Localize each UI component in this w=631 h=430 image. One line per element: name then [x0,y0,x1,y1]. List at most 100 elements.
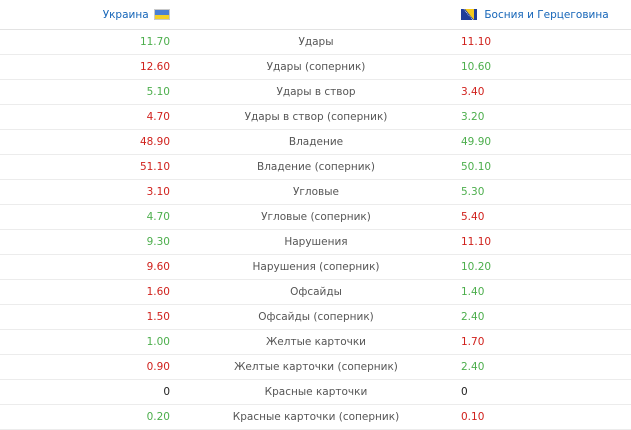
stat-label: Красные карточки (соперник) [232,411,400,423]
home-stat-value: 4.70 [146,111,170,123]
away-stat-value: 10.60 [461,61,492,73]
stat-row: 0.20 Красные карточки (соперник) 0.10 [0,404,631,430]
away-value-cell: 2.40 [459,304,631,330]
stat-label-cell: Нарушения [173,229,459,255]
home-value-cell: 0.90 [0,354,173,380]
stat-label: Желтые карточки [265,336,367,348]
home-value-cell: 3.10 [0,179,173,205]
home-stat-value: 0 [163,386,170,398]
home-stat-value: 48.90 [139,136,170,148]
home-stat-value: 1.50 [146,311,170,323]
home-value-cell: 48.90 [0,129,173,155]
home-stat-value: 0.90 [146,361,170,373]
stat-row: 12.60 Удары (соперник) 10.60 [0,54,631,80]
stat-label-cell: Угловые [173,179,459,205]
away-value-cell: 0.10 [459,404,631,430]
home-value-cell: 5.10 [0,79,173,105]
home-stat-value: 1.00 [146,336,170,348]
away-stat-value: 11.10 [461,36,492,48]
stat-row: 1.50 Офсайды (соперник) 2.40 [0,304,631,330]
stat-label: Офсайды [290,286,342,298]
stat-label-cell: Желтые карточки [173,329,459,355]
stat-label: Желтые карточки (соперник) [234,361,398,373]
away-stat-value: 5.30 [461,186,485,198]
stat-label: Удары в створ (соперник) [244,111,388,123]
stat-row: 3.10 Угловые 5.30 [0,179,631,205]
home-value-cell: 51.10 [0,154,173,180]
home-value-cell: 11.70 [0,29,173,55]
stat-label-cell: Удары [173,29,459,55]
stat-label-cell: Удары в створ [173,79,459,105]
home-stat-value: 5.10 [146,86,170,98]
away-stat-value: 0.10 [461,411,485,423]
away-stat-value: 11.10 [461,236,492,248]
home-value-cell: 9.60 [0,254,173,280]
stat-row: 5.10 Удары в створ 3.40 [0,79,631,105]
away-team-link[interactable]: Босния и Герцеговина [484,8,609,21]
away-stat-value: 2.40 [461,361,485,373]
stat-row: 0.90 Желтые карточки (соперник) 2.40 [0,354,631,380]
ukraine-flag-icon [154,9,170,20]
away-stat-value: 1.70 [461,336,485,348]
header-spacer [173,0,459,30]
away-stat-value: 0 [461,386,468,398]
away-stat-value: 49.90 [461,136,492,148]
stat-label: Удары [298,36,334,48]
away-stat-value: 3.20 [461,111,485,123]
stat-row: 4.70 Удары в створ (соперник) 3.20 [0,104,631,130]
home-stat-value: 3.10 [146,186,170,198]
stat-label-cell: Офсайды [173,279,459,305]
away-value-cell: 5.40 [459,204,631,230]
stat-label-cell: Красные карточки [173,379,459,405]
stat-row: 9.30 Нарушения 11.10 [0,229,631,255]
home-value-cell: 1.00 [0,329,173,355]
away-value-cell: 50.10 [459,154,631,180]
stat-row: 0 Красные карточки 0 [0,379,631,405]
away-stat-value: 10.20 [461,261,492,273]
away-value-cell: 3.40 [459,79,631,105]
stat-label: Удары (соперник) [266,61,366,73]
stat-row: 4.70 Угловые (соперник) 5.40 [0,204,631,230]
bosnia-flag-icon [461,9,477,20]
stat-label: Угловые [293,186,339,198]
away-value-cell: 0 [459,379,631,405]
stat-row: 1.60 Офсайды 1.40 [0,279,631,305]
home-value-cell: 9.30 [0,229,173,255]
stat-label: Нарушения (соперник) [252,261,380,273]
away-value-cell: 2.40 [459,354,631,380]
stat-label: Удары в створ [276,86,356,98]
stat-label: Владение [288,136,344,148]
team-header-row: Украина Босния [0,0,631,30]
home-stat-value: 9.30 [146,236,170,248]
home-stat-value: 1.60 [146,286,170,298]
stat-label: Угловые (соперник) [261,211,371,223]
away-stat-value: 3.40 [461,86,485,98]
stat-label-cell: Владение (соперник) [173,154,459,180]
home-stat-value: 4.70 [146,211,170,223]
stat-label-cell: Нарушения (соперник) [173,254,459,280]
away-team-cell: Босния и Герцеговина [459,0,631,30]
away-value-cell: 10.60 [459,54,631,80]
home-stat-value: 0.20 [146,411,170,423]
away-stat-value: 2.40 [461,311,485,323]
stat-label: Нарушения [284,236,348,248]
away-value-cell: 11.10 [459,29,631,55]
home-value-cell: 4.70 [0,104,173,130]
stat-label-cell: Офсайды (соперник) [173,304,459,330]
home-value-cell: 12.60 [0,54,173,80]
stat-label: Владение (соперник) [257,161,375,173]
stat-row: 48.90 Владение 49.90 [0,129,631,155]
home-team-link[interactable]: Украина [102,8,149,21]
home-value-cell: 4.70 [0,204,173,230]
stat-row: 1.00 Желтые карточки 1.70 [0,329,631,355]
stat-label-cell: Желтые карточки (соперник) [173,354,459,380]
away-value-cell: 11.10 [459,229,631,255]
stat-label: Красные карточки [264,386,368,398]
home-value-cell: 0.20 [0,404,173,430]
stat-label-cell: Владение [173,129,459,155]
home-value-cell: 1.60 [0,279,173,305]
away-value-cell: 3.20 [459,104,631,130]
away-stat-value: 5.40 [461,211,485,223]
